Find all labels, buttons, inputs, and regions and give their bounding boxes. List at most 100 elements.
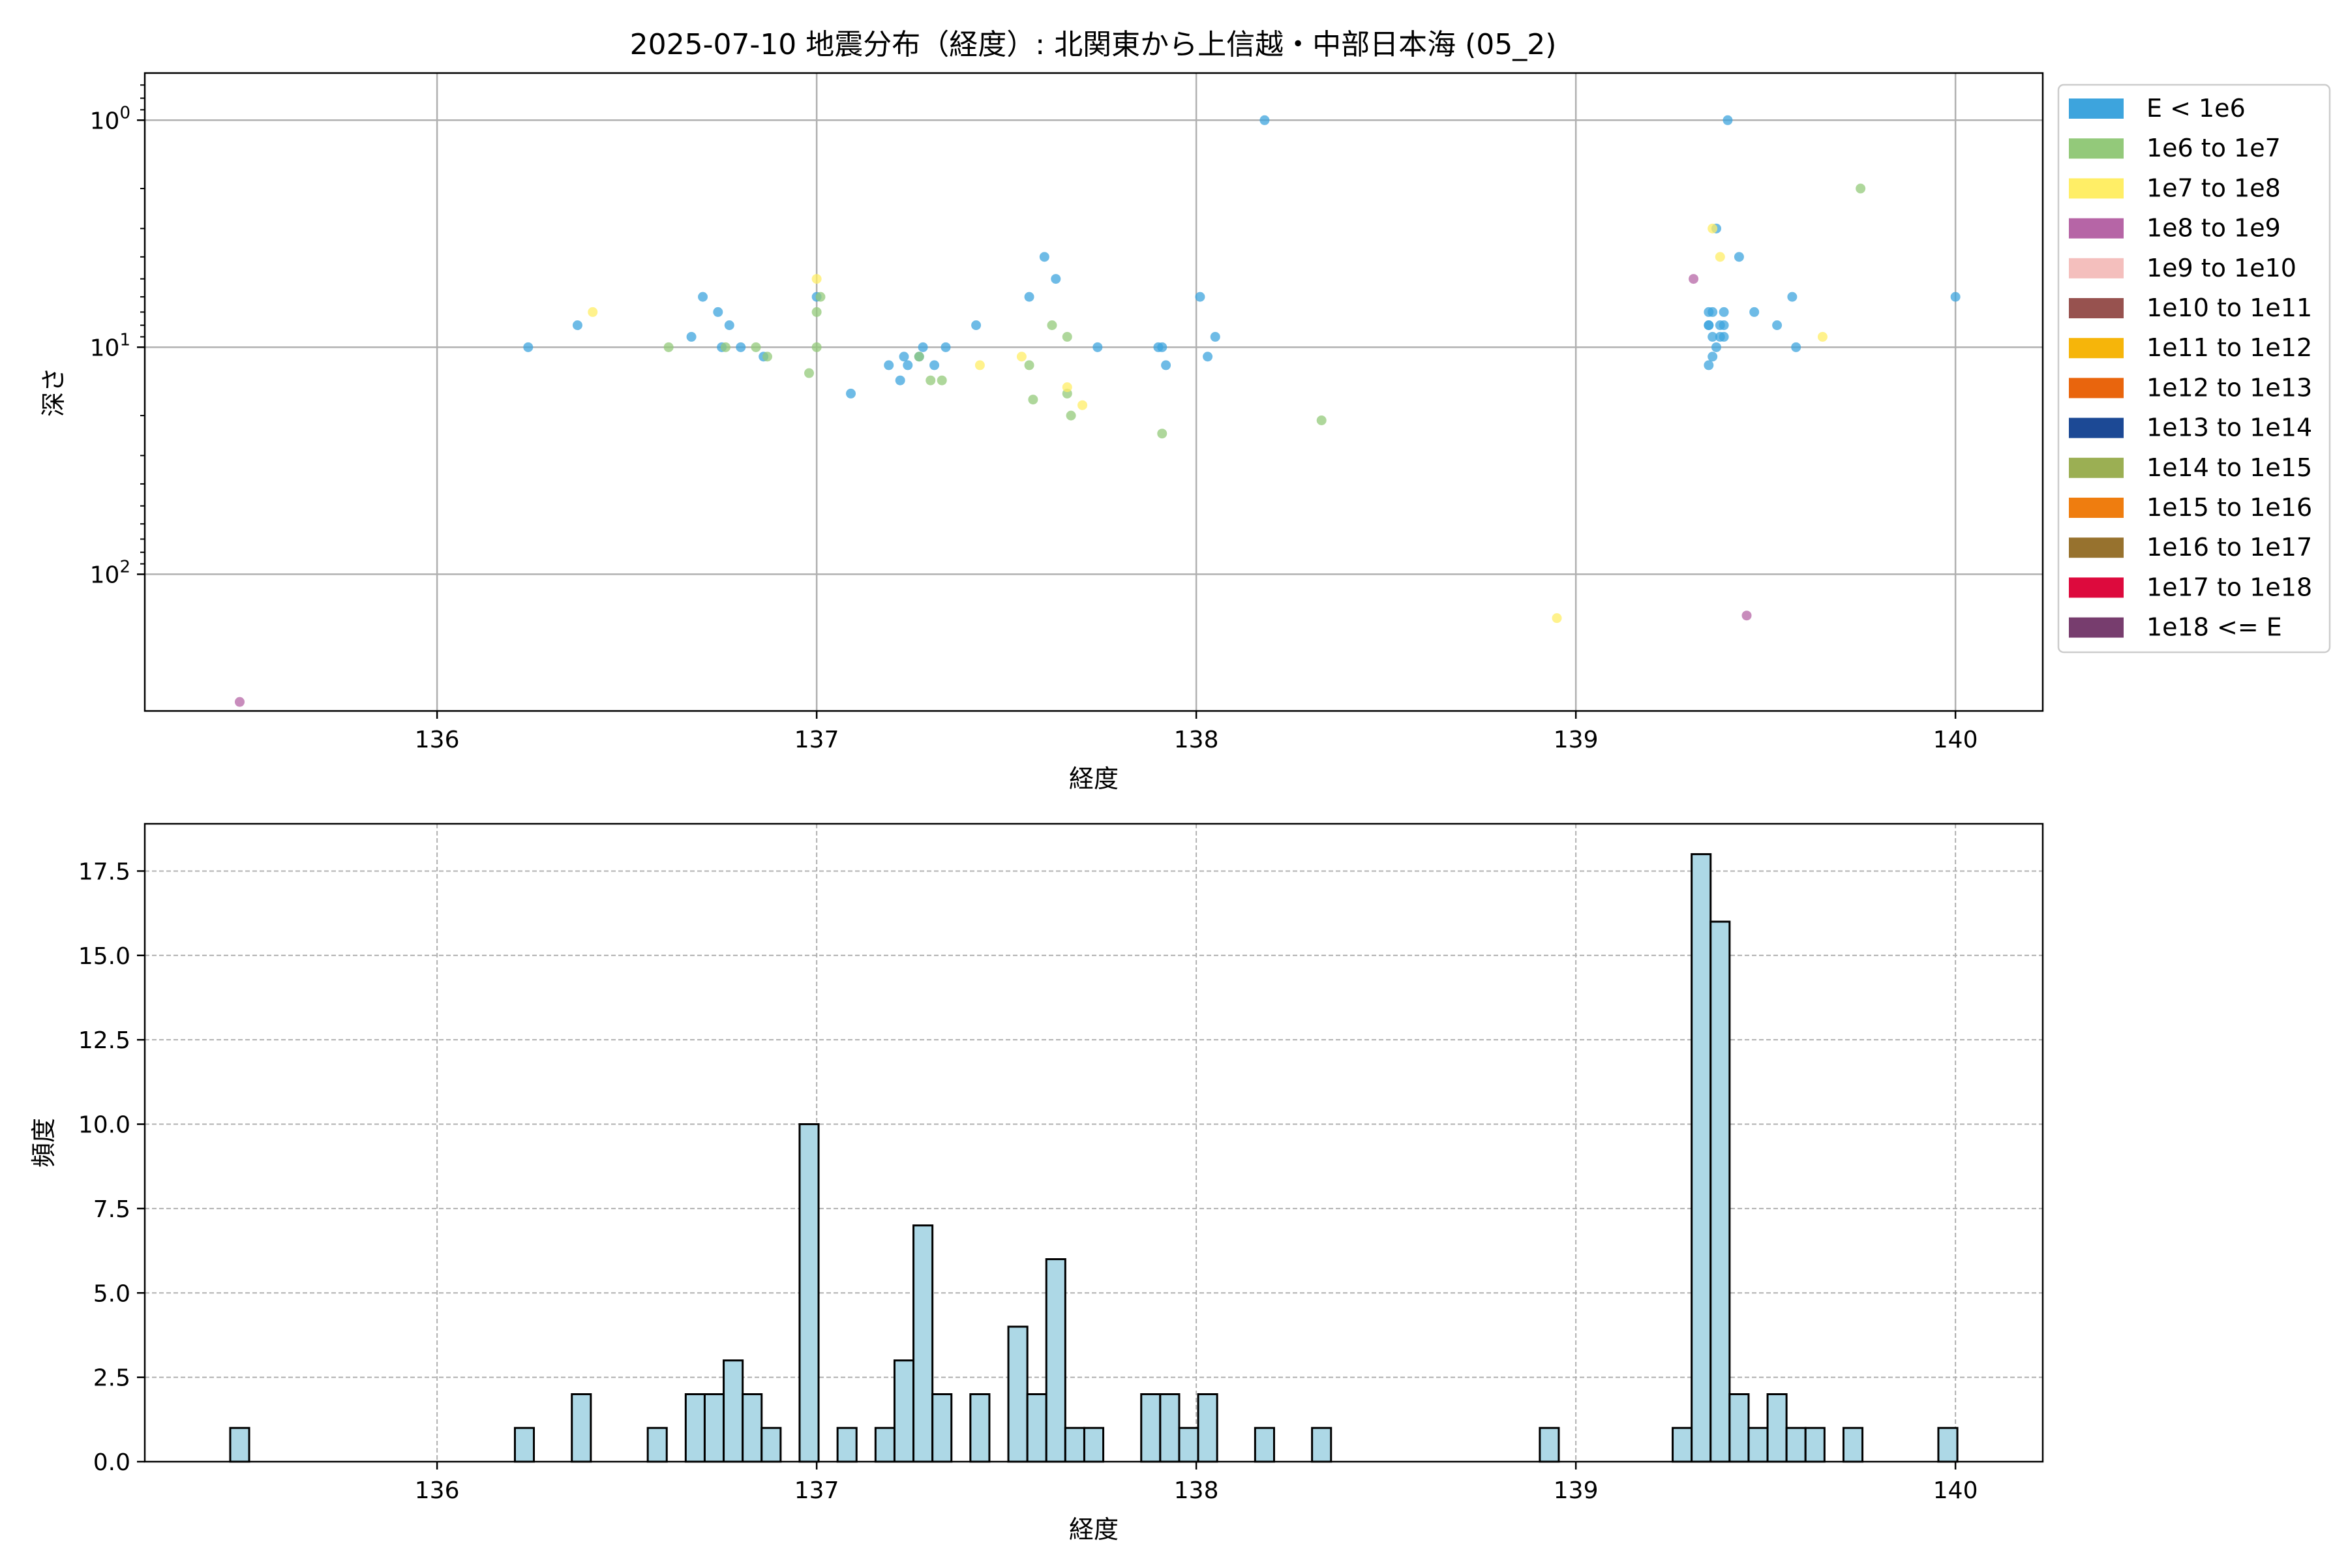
legend-swatch xyxy=(2069,617,2124,638)
histogram-bar xyxy=(1766,1393,1788,1463)
histogram-bar xyxy=(742,1393,763,1463)
scatter-point xyxy=(804,368,814,378)
scatter-point xyxy=(1689,274,1699,284)
scatter-point xyxy=(941,342,951,352)
histogram-bar xyxy=(1159,1393,1181,1463)
hist-y-tick-label: 10.0 xyxy=(78,1112,130,1139)
legend-entry-label: 1e11 to 1e12 xyxy=(2146,333,2312,362)
scatter-point xyxy=(1719,320,1729,331)
hist-y-tick-label: 5.0 xyxy=(93,1280,130,1307)
scatter-point xyxy=(1856,183,1866,194)
scatter-point xyxy=(724,320,734,331)
scatter-point xyxy=(1711,342,1721,352)
scatter-y-axis-label: 深さ xyxy=(39,367,68,417)
histogram-bar xyxy=(893,1359,915,1463)
histogram-bar xyxy=(513,1426,535,1463)
scatter-point xyxy=(1316,415,1327,426)
histogram-bar xyxy=(1007,1325,1029,1463)
legend-swatch xyxy=(2069,457,2124,478)
scatter-point xyxy=(1210,331,1220,342)
scatter-point xyxy=(1024,360,1034,370)
scatter-point xyxy=(1734,252,1744,262)
scatter-point xyxy=(974,360,985,370)
histogram-bar xyxy=(1311,1426,1332,1463)
scatter-x-tick-label: 138 xyxy=(1174,727,1219,753)
histogram-bar xyxy=(931,1393,953,1463)
scatter-point xyxy=(895,375,905,385)
scatter-point xyxy=(1715,252,1725,262)
histogram-bar xyxy=(1539,1426,1560,1463)
scatter-point xyxy=(1157,342,1167,352)
scatter-point xyxy=(914,352,924,362)
histogram-bar xyxy=(1747,1426,1769,1463)
histogram-bar xyxy=(912,1224,934,1463)
histogram-bar xyxy=(1804,1426,1826,1463)
scatter-point xyxy=(1787,292,1798,302)
legend-swatch xyxy=(2069,378,2124,399)
scatter-point xyxy=(1016,352,1027,362)
hist-x-tick-label: 139 xyxy=(1554,1477,1599,1504)
legend-entry-label: 1e15 to 1e16 xyxy=(2146,493,2312,522)
scatter-point xyxy=(1051,274,1061,284)
scatter-y-tick-label: 101 xyxy=(90,330,130,361)
legend-entry-label: 1e12 to 1e13 xyxy=(2146,373,2312,402)
scatter-point xyxy=(846,388,856,399)
legend-entry-label: E < 1e6 xyxy=(2146,94,2246,123)
legend-swatch xyxy=(2069,138,2124,159)
hist-axes-frame xyxy=(143,822,2044,1463)
hist-y-tick-label: 17.5 xyxy=(78,858,130,885)
histogram-bar xyxy=(1178,1426,1199,1463)
histogram-bar xyxy=(571,1393,592,1463)
legend-entry-label: 1e16 to 1e17 xyxy=(2146,533,2312,562)
scatter-point xyxy=(926,375,936,385)
scatter-point xyxy=(751,342,761,352)
legend-entry-label: 1e14 to 1e15 xyxy=(2146,453,2312,482)
histogram-bar xyxy=(836,1426,858,1463)
histogram-bar xyxy=(1254,1426,1275,1463)
legend-box xyxy=(2057,83,2331,654)
scatter-point xyxy=(1259,115,1270,125)
legend-entry-label: 1e7 to 1e8 xyxy=(2146,173,2281,202)
histogram-bar xyxy=(723,1359,744,1463)
scatter-point xyxy=(1704,360,1714,370)
scatter-x-tick-label: 140 xyxy=(1933,727,1978,753)
histogram-bar xyxy=(1197,1393,1218,1463)
scatter-point xyxy=(1039,252,1049,262)
scatter-point xyxy=(1024,292,1034,302)
scatter-point xyxy=(1708,331,1718,342)
scatter-point xyxy=(1066,410,1076,421)
legend-entry-label: 1e9 to 1e10 xyxy=(2146,254,2296,282)
legend-entry-label: 1e10 to 1e11 xyxy=(2146,294,2312,322)
scatter-point xyxy=(903,360,913,370)
histogram-panel: 136 137 138 139 140 0.0 2.5 5.0 7.5 10.0 12.5 15.0 1… xyxy=(29,822,2044,1544)
scatter-point xyxy=(1062,382,1072,393)
legend: E < 1e6 1e6 to 1e7 1e7 to 1e8 1e8 to 1e9 1e9… xyxy=(2057,83,2331,654)
hist-x-tick-label: 140 xyxy=(1933,1477,1978,1504)
scatter-point xyxy=(1195,292,1205,302)
histogram-bar xyxy=(229,1426,250,1463)
legend-swatch xyxy=(2069,258,2124,279)
histogram-bar xyxy=(684,1393,706,1463)
scatter-point xyxy=(698,292,708,302)
scatter-x-tick-label: 137 xyxy=(794,727,839,753)
hist-y-tick-label: 7.5 xyxy=(93,1196,130,1223)
scatter-panel: 136 137 138 139 140 100 101 102 経度 深さ xyxy=(39,72,2044,793)
scatter-point xyxy=(720,342,730,352)
hist-y-tick-label: 0.0 xyxy=(93,1449,130,1476)
histogram-bar xyxy=(1083,1426,1105,1463)
histogram-bar xyxy=(1672,1426,1693,1463)
figure-title: 2025-07-10 地震分布（経度）: 北関東から上信越・中部日本海 (05_… xyxy=(630,28,1557,61)
scatter-point xyxy=(811,274,822,284)
scatter-point xyxy=(1704,320,1714,331)
scatter-point xyxy=(572,320,582,331)
scatter-y-tick-label: 102 xyxy=(90,557,130,588)
scatter-point xyxy=(1719,307,1729,317)
histogram-bar xyxy=(1785,1426,1807,1463)
scatter-point xyxy=(1552,613,1562,624)
scatter-point xyxy=(588,307,598,317)
scatter-point xyxy=(1203,352,1213,362)
scatter-point xyxy=(899,352,909,362)
scatter-point xyxy=(1741,611,1752,621)
